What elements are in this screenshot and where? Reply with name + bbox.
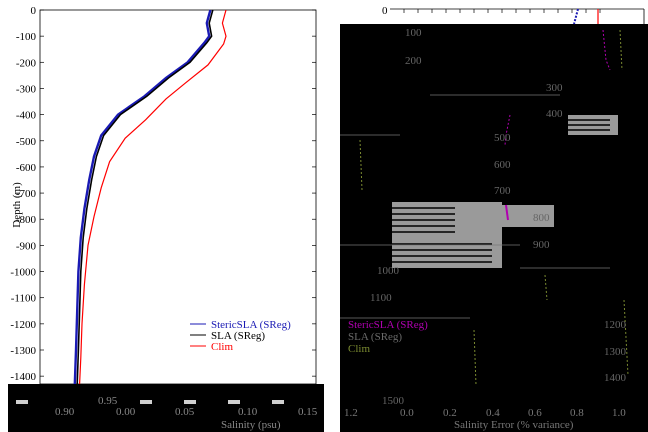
left-xtick-label: 0.00 <box>116 406 136 418</box>
right-legend-label: Clim <box>348 343 370 355</box>
left-xtick-label: 0.10 <box>238 406 258 418</box>
left-y-tick-label: -1000 <box>10 267 36 279</box>
right-xtick-label: 0.2 <box>443 407 457 419</box>
right-top-ticks <box>403 9 601 13</box>
right-depth-label: 700 <box>494 185 511 197</box>
right-depth-label: 600 <box>494 159 511 171</box>
legend-label-steric: StericSLA (SReg) <box>211 319 291 331</box>
right-panel: 0 <box>340 5 648 432</box>
right-depth-label: 400 <box>546 108 563 120</box>
right-depth-label: 1000 <box>377 265 400 277</box>
left-y-tick-label: -200 <box>16 57 37 69</box>
right-depth-label: 1400 <box>604 372 627 384</box>
left-x-ticklabels: 0.90 0.95 0.00 0.05 0.10 0.15 <box>55 395 318 418</box>
left-y-axis-label: Depth (m) <box>11 182 23 228</box>
right-legend-label: StericSLA (SReg) <box>348 319 428 331</box>
left-y-tick-label: -700 <box>16 188 37 200</box>
left-y-tick-label: -600 <box>16 162 37 174</box>
right-depth-label: 800 <box>533 212 550 224</box>
right-legend: StericSLA (SReg) SLA (SReg) Clim <box>348 319 428 355</box>
right-depth-labels: 100 200 300 400 500 600 700 800 900 1000… <box>370 27 627 407</box>
left-y-tick-label: -1400 <box>10 371 36 383</box>
artifact-block-large <box>392 202 502 268</box>
left-xtick-label: 0.15 <box>298 406 318 418</box>
artifact-block-large-lines <box>392 207 492 263</box>
left-y-axis: 0 -100 -200 -300 -400 -500 -600 -700 -800 -900 -10… <box>10 5 316 383</box>
left-y-tick-label: -800 <box>16 214 37 226</box>
left-xtick-label: 0.05 <box>175 406 195 418</box>
right-depth-label: 900 <box>533 239 550 251</box>
left-y-tick-label: -1200 <box>10 319 36 331</box>
left-panel: 0 -100 -200 -300 -400 -500 -600 -700 -800 -900 -10… <box>8 5 324 432</box>
right-depth-label: 100 <box>405 27 422 39</box>
right-xtick-label: 1.0 <box>612 407 626 419</box>
left-y-tick-label: -1300 <box>10 345 36 357</box>
left-y-tick-label: -500 <box>16 136 37 148</box>
right-x-axis-label: Salinity Error (% variance) <box>454 419 574 431</box>
right-xtick-label: 0.4 <box>486 407 500 419</box>
left-y-tick-label: -1100 <box>11 293 37 305</box>
left-series-group <box>73 9 227 385</box>
right-top-tick-label: 0 <box>382 5 388 17</box>
left-xtick-label: 0.90 <box>55 406 75 418</box>
right-depth-label: 200 <box>405 55 422 67</box>
left-y-tick-label: -300 <box>16 83 37 95</box>
legend-label-sla: SLA (SReg) <box>211 330 265 342</box>
left-x-axis-label: Salinity (psu) <box>221 419 281 431</box>
series-line-clim <box>79 9 227 385</box>
right-depth-label: 500 <box>494 132 511 144</box>
right-faint-traces <box>359 29 629 386</box>
right-top-strip <box>390 8 644 24</box>
left-y-tick-label: -100 <box>16 31 37 43</box>
left-y-tick-label: -900 <box>16 240 37 252</box>
right-steric-fragment <box>573 8 579 25</box>
left-bottom-dashes <box>16 400 284 404</box>
artifact-block-side <box>502 205 554 227</box>
right-depth-label: 1100 <box>370 292 392 304</box>
right-xtick-label: 0.0 <box>400 407 414 419</box>
right-xtick-label: 0.6 <box>528 407 542 419</box>
right-depth-label: 1500 <box>382 395 405 407</box>
artifact-block-top-lines <box>568 119 610 131</box>
left-legend: StericSLA (SReg) SLA (SReg) Clim <box>190 319 291 353</box>
right-depth-label: 1300 <box>604 346 627 358</box>
right-legend-label: SLA (SReg) <box>348 331 402 343</box>
right-xtick-label: 1.2 <box>344 407 358 419</box>
right-x-ticklabels: 1.2 0.0 0.2 0.4 0.6 0.8 1.0 <box>344 407 626 419</box>
left-bottom-dark-strip <box>8 384 324 432</box>
right-depth-label: 1200 <box>604 319 627 331</box>
right-xtick-label: 0.8 <box>570 407 584 419</box>
series-line-sla <box>76 9 214 385</box>
legend-label-clim: Clim <box>211 341 233 353</box>
left-y-tick-label: 0 <box>31 5 37 17</box>
left-xtick-label: 0.95 <box>98 395 118 407</box>
right-depth-label: 300 <box>546 82 563 94</box>
left-y-tick-label: -400 <box>16 110 37 122</box>
series-line-steric <box>73 9 212 385</box>
